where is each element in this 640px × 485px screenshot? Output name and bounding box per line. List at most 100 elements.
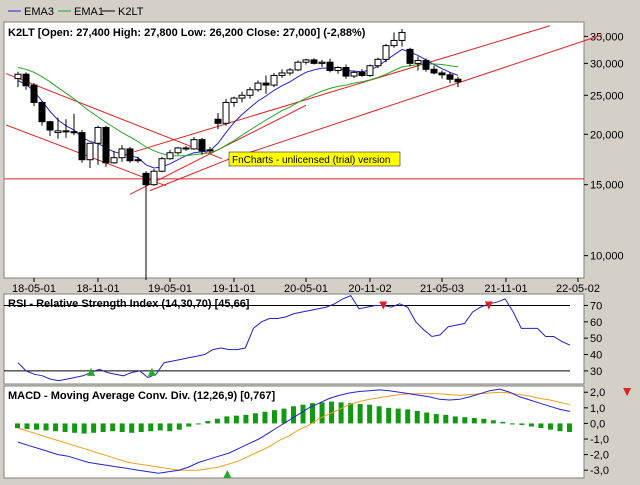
macd-histogram-bar (300, 404, 306, 424)
macd-histogram-bar (167, 423, 173, 432)
candle-body (358, 71, 366, 76)
candle-body (318, 61, 326, 64)
macd-histogram-bar (348, 403, 354, 424)
macd-histogram-bar (271, 410, 277, 424)
macd-histogram-bar (176, 423, 182, 430)
macd-histogram-bar (119, 423, 125, 432)
trendline (5, 73, 223, 160)
candle-body (430, 68, 438, 74)
candle-body (102, 126, 110, 164)
trial-watermark: FnCharts - unlicensed (trial) version (232, 155, 390, 166)
price-title: K2LT [Open: 27,400 High: 27,800 Low: 26,… (8, 27, 366, 39)
macd-histogram-bar (262, 411, 268, 424)
rsi-ytick-label: 40 (590, 350, 602, 362)
macd-histogram-bar (129, 423, 135, 433)
rsi-sell-marker (484, 301, 493, 310)
ema-line-ema3 (17, 48, 459, 169)
candle-body (422, 59, 430, 70)
price-ytick-label: 10,000 (590, 251, 624, 263)
price-xtick-label: 22-05-02 (556, 283, 600, 295)
candle-body (438, 72, 446, 76)
candle-body (174, 147, 182, 154)
candle-body (158, 158, 166, 172)
price-xtick-label: 18-05-01 (12, 283, 56, 295)
macd-title: MACD - Moving Average Conv. Div. (12,26,… (8, 390, 275, 402)
macd-histogram-bar (291, 406, 296, 424)
rsi-ytick-label: 60 (590, 317, 602, 329)
macd-histogram-bar (433, 414, 439, 424)
price-ytick-label: 25,000 (590, 90, 624, 102)
candle-body (230, 97, 238, 103)
macd-histogram-bar (53, 423, 59, 432)
candle-body (190, 139, 198, 150)
macd-buy-marker (223, 470, 232, 478)
candle-body (62, 130, 70, 133)
price-ytick-label: 20,000 (590, 129, 624, 141)
macd-histogram-bar (519, 423, 525, 425)
macd-histogram-bar (338, 402, 344, 424)
candle-body (46, 121, 54, 131)
candle-body (94, 126, 102, 144)
candle-body (294, 61, 302, 71)
rsi-plot: 30 40 50 60 70 (4, 294, 602, 382)
price-xtick-label: 19-05-01 (148, 283, 192, 295)
candle-body (286, 69, 294, 74)
price-ytick-label: 35,000 (590, 31, 624, 43)
candle-body (446, 74, 454, 80)
candle-body (254, 82, 262, 91)
candle-body (166, 152, 174, 160)
rsi-ytick-label: 70 (590, 300, 602, 312)
candle-body (278, 72, 286, 76)
trial-watermark-box (228, 151, 401, 167)
macd-histogram-bar (395, 408, 401, 424)
macd-histogram-bar (471, 417, 477, 424)
macd-histogram-bar (62, 423, 68, 432)
candle-body (198, 139, 206, 152)
candle-body (118, 148, 126, 159)
macd-histogram-bar (195, 423, 201, 425)
macd-histogram-bar (243, 414, 249, 424)
candle-body (70, 131, 78, 134)
trendline (5, 124, 167, 187)
candle-body (54, 130, 62, 134)
macd-histogram-bar (462, 417, 468, 424)
price-xtick-label: 20-11-02 (348, 283, 391, 295)
macd-histogram-bar (43, 423, 49, 431)
candle-body (142, 172, 150, 186)
price-ytick-label: 15,000 (590, 180, 624, 192)
candle-body (214, 118, 222, 124)
rsi-line (17, 294, 571, 382)
legend-k2lt-label: K2LT (118, 6, 144, 18)
macd-histogram-bar (538, 423, 544, 429)
rsi-ytick-label: 30 (590, 366, 602, 378)
macd-histogram-bar (405, 409, 411, 424)
macd-histogram-bar (205, 421, 211, 424)
macd-ytick-label: -1,0 (590, 434, 609, 446)
price-xtick-label: 21-05-03 (420, 283, 464, 295)
candle-body (206, 149, 214, 152)
macd-histogram-bar (214, 418, 220, 424)
macd-histogram-bar (367, 404, 373, 424)
candle-body (382, 45, 390, 60)
legend-bar (0, 0, 640, 20)
candle-body (86, 142, 94, 161)
macd-ytick-label: 0,0 (590, 418, 605, 430)
rsi-buy-marker (87, 367, 96, 376)
macd-histogram-bar (24, 423, 30, 429)
candle-body (366, 65, 374, 76)
legend: EMA3 EMA1 K2LT (8, 6, 144, 18)
macd-histogram-bar (186, 423, 192, 427)
macd-histogram-bar (100, 423, 106, 432)
candle-body (398, 31, 406, 41)
candle-body (150, 170, 158, 186)
macd-histogram-bar (386, 407, 392, 424)
macd-histogram-bar (528, 423, 534, 427)
macd-histogram-bar (91, 423, 97, 433)
macd-ytick-label: -2,0 (590, 450, 609, 462)
candle-body (30, 84, 38, 103)
candle-body (126, 148, 134, 162)
macd-histogram-bar (319, 402, 325, 424)
price-xtick-label: 19-11-01 (212, 283, 255, 295)
